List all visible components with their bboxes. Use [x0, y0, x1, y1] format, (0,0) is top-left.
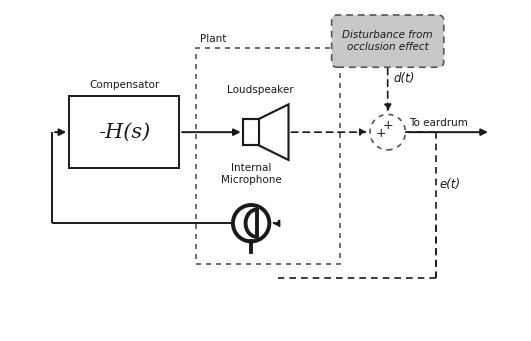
- Text: Internal
Microphone: Internal Microphone: [221, 163, 281, 185]
- Bar: [243, 119, 259, 145]
- Text: +: +: [375, 127, 386, 139]
- Polygon shape: [259, 104, 288, 160]
- Bar: [69, 96, 179, 168]
- Text: d(t): d(t): [393, 72, 415, 85]
- Text: Loudspeaker: Loudspeaker: [227, 85, 294, 95]
- Bar: [196, 48, 340, 264]
- FancyBboxPatch shape: [332, 15, 444, 67]
- Text: e(t): e(t): [440, 178, 460, 191]
- Text: Compensator: Compensator: [89, 80, 159, 90]
- Text: +: +: [382, 119, 393, 132]
- Text: Plant: Plant: [200, 33, 226, 44]
- Text: -H(s): -H(s): [98, 123, 150, 142]
- Text: To eardrum: To eardrum: [409, 118, 468, 128]
- Text: Disturbance from
occlusion effect: Disturbance from occlusion effect: [342, 30, 433, 52]
